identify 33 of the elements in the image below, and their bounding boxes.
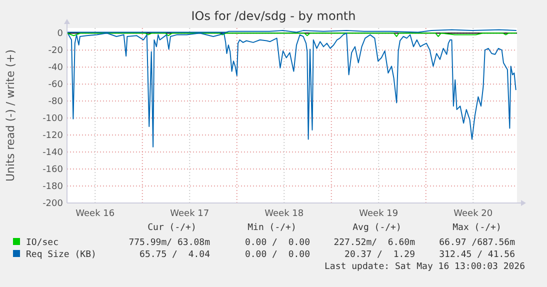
x-tick-label: Week 18 <box>264 209 304 219</box>
text: Min (-/+) <box>248 223 296 233</box>
text: 312.45 / 41.56 <box>439 250 515 260</box>
text: 65.75 / 4.04 <box>140 250 210 260</box>
chart-title: IOs for /dev/sdg - by month <box>191 9 356 23</box>
text: 20.37 / 1.29 <box>344 250 415 260</box>
text: 227.52m/ 6.60m <box>334 238 415 248</box>
text: Avg (-/+) <box>352 223 402 233</box>
y-tick-label: -40 <box>48 63 64 74</box>
x-tick-label: Week 20 <box>454 209 493 219</box>
y-tick-label: -120 <box>42 131 64 142</box>
text: 775.99m/ 63.08m <box>128 238 210 248</box>
y-tick-label: -180 <box>42 182 64 192</box>
y-tick-label: -60 <box>48 80 64 90</box>
y-tick-label: -80 <box>48 97 64 108</box>
y-tick-label: -160 <box>42 165 64 176</box>
y-tick-label: -100 <box>42 114 64 124</box>
text: Last update: Sat May 16 13:00:03 2026 <box>324 262 525 272</box>
text: 0.00 / 0.00 <box>244 250 310 260</box>
x-tick-label: Week 16 <box>76 209 115 219</box>
text: Cur (-/+) <box>148 223 196 233</box>
y-tick-label: 0 <box>57 29 64 40</box>
legend-label: Req Size (KB) <box>26 250 96 260</box>
y-tick-label: -200 <box>42 199 64 210</box>
y-tick-label: -20 <box>48 46 64 56</box>
y-axis-title: Units read (-) / write (+) <box>4 49 17 182</box>
legend-label: IO/sec <box>26 238 59 248</box>
x-tick-label: Week 19 <box>359 209 398 219</box>
text: Max (-/+) <box>452 223 502 233</box>
text: 0.00 / 0.00 <box>244 238 310 248</box>
text: 66.97 /687.56m <box>439 238 515 248</box>
y-tick-label: -140 <box>42 148 64 158</box>
x-tick-label: Week 17 <box>170 209 210 219</box>
